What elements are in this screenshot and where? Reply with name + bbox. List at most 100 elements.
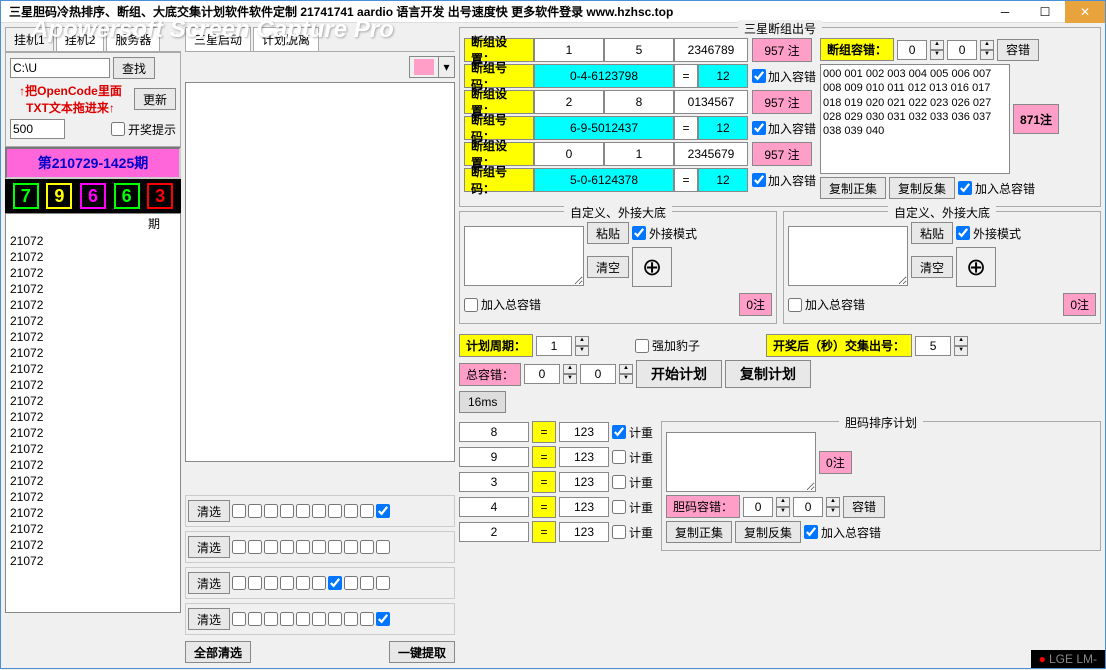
mid-tab-1[interactable]: 三星启动 [185,27,251,51]
bottom-v-input[interactable] [559,447,609,467]
grid-checkbox[interactable] [248,540,262,554]
zero-note-2[interactable]: 0注 [1063,293,1096,316]
color-selector[interactable]: ▾ [409,56,455,78]
flag-cb[interactable] [752,173,766,187]
grid-checkbox[interactable] [264,576,278,590]
target-icon-1[interactable]: ⊕ [632,247,672,287]
weight-cb[interactable] [612,425,626,439]
list-item[interactable]: 21072 [6,393,180,409]
total-err-1[interactable] [524,364,560,384]
bottom-n-input[interactable] [459,422,529,442]
grid-checkbox[interactable] [376,504,390,518]
total-err-2[interactable] [580,364,616,384]
paste-button-2[interactable]: 粘贴 [911,222,953,244]
copy-pos-button[interactable]: 复制正集 [820,177,886,199]
grid-checkbox[interactable] [312,612,326,626]
grid-checkbox[interactable] [248,612,262,626]
list-item[interactable]: 21072 [6,409,180,425]
v2-cell[interactable]: 8 [604,90,674,114]
ext-mode-cb-1[interactable] [632,226,646,240]
total-err-spinner-2[interactable]: ▲▼ [619,364,633,384]
grid-checkbox[interactable] [232,504,246,518]
maximize-button[interactable]: ☐ [1025,1,1065,23]
grid-checkbox[interactable] [360,576,374,590]
all-clear-button[interactable]: 全部清选 [185,641,251,663]
grid-checkbox[interactable] [280,612,294,626]
search-button[interactable]: 查找 [113,57,155,79]
bottom-n-input[interactable] [459,522,529,542]
v3-cell[interactable]: 0134567 [674,90,748,114]
refresh-button[interactable]: 更新 [134,88,176,110]
list-item[interactable]: 21072 [6,249,180,265]
custom-textarea-2[interactable] [788,226,908,286]
copy-plan-button[interactable]: 复制计划 [725,360,811,388]
list-item[interactable]: 21072 [6,537,180,553]
err-input-2[interactable] [947,40,977,60]
dan-add-total-cb[interactable] [804,525,818,539]
spinner-1[interactable]: ▲▼ [930,40,944,60]
grid-checkbox[interactable] [376,612,390,626]
grid-checkbox[interactable] [280,576,294,590]
add-total-cb-2[interactable] [788,298,802,312]
dan-err-2[interactable] [793,497,823,517]
grid-checkbox[interactable] [296,504,310,518]
weight-cb[interactable] [612,475,626,489]
weight-cb[interactable] [612,525,626,539]
grid-checkbox[interactable] [312,540,326,554]
minimize-button[interactable]: ─ [985,1,1025,23]
row-button[interactable]: 957 注 [752,38,812,62]
grid-checkbox[interactable] [376,540,390,554]
dan-err-button[interactable]: 容错 [843,496,885,518]
paste-button-1[interactable]: 粘贴 [587,222,629,244]
bottom-n-input[interactable] [459,497,529,517]
grid-checkbox[interactable] [328,612,342,626]
grid-checkbox[interactable] [296,576,310,590]
bottom-v-input[interactable] [559,522,609,542]
main-textarea[interactable] [185,82,455,462]
bottom-v-input[interactable] [559,422,609,442]
cycle-input[interactable] [536,336,572,356]
grid-checkbox[interactable] [360,612,374,626]
grid-checkbox[interactable] [344,540,358,554]
tab-3[interactable]: 服务器 [106,27,160,51]
cycle-spinner[interactable]: ▲▼ [575,336,589,356]
custom-textarea-1[interactable] [464,226,584,286]
add-total-cb[interactable] [958,181,972,195]
copy-neg-button[interactable]: 复制反集 [889,177,955,199]
grid-checkbox[interactable] [232,540,246,554]
list-item[interactable]: 21072 [6,265,180,281]
tab-1[interactable]: 挂机1 [5,27,54,51]
v3-cell[interactable]: 2346789 [674,38,748,62]
target-icon-2[interactable]: ⊕ [956,247,996,287]
grid-checkbox[interactable] [232,612,246,626]
list-item[interactable]: 21072 [6,521,180,537]
grid-checkbox[interactable] [360,504,374,518]
list-item[interactable]: 21072 [6,441,180,457]
weight-cb[interactable] [612,500,626,514]
count-871-button[interactable]: 871注 [1013,104,1059,134]
lottery-checkbox[interactable] [111,122,125,136]
grid-checkbox[interactable] [360,540,374,554]
grid-checkbox[interactable] [328,540,342,554]
clear-button-1[interactable]: 清空 [587,256,629,278]
list-item[interactable]: 21072 [6,297,180,313]
after-draw-input[interactable] [915,336,951,356]
flag-cb[interactable] [752,69,766,83]
v1-cell[interactable]: 2 [534,90,604,114]
flag-cb[interactable] [752,121,766,135]
zero-note-1[interactable]: 0注 [739,293,772,316]
grid-checkbox[interactable] [376,576,390,590]
grid-checkbox[interactable] [280,504,294,518]
list-item[interactable]: 21072 [6,361,180,377]
close-button[interactable]: ✕ [1065,1,1105,23]
grid-checkbox[interactable] [280,540,294,554]
grid-checkbox[interactable] [296,540,310,554]
v2-cell[interactable]: 1 [604,142,674,166]
err-input-1[interactable] [897,40,927,60]
bottom-v-input[interactable] [559,497,609,517]
list-item[interactable]: 21072 [6,329,180,345]
bottom-v-input[interactable] [559,472,609,492]
period-listbox[interactable]: 期 21072210722107221072210722107221072210… [5,213,181,613]
grid-checkbox[interactable] [344,576,358,590]
list-item[interactable]: 21072 [6,281,180,297]
